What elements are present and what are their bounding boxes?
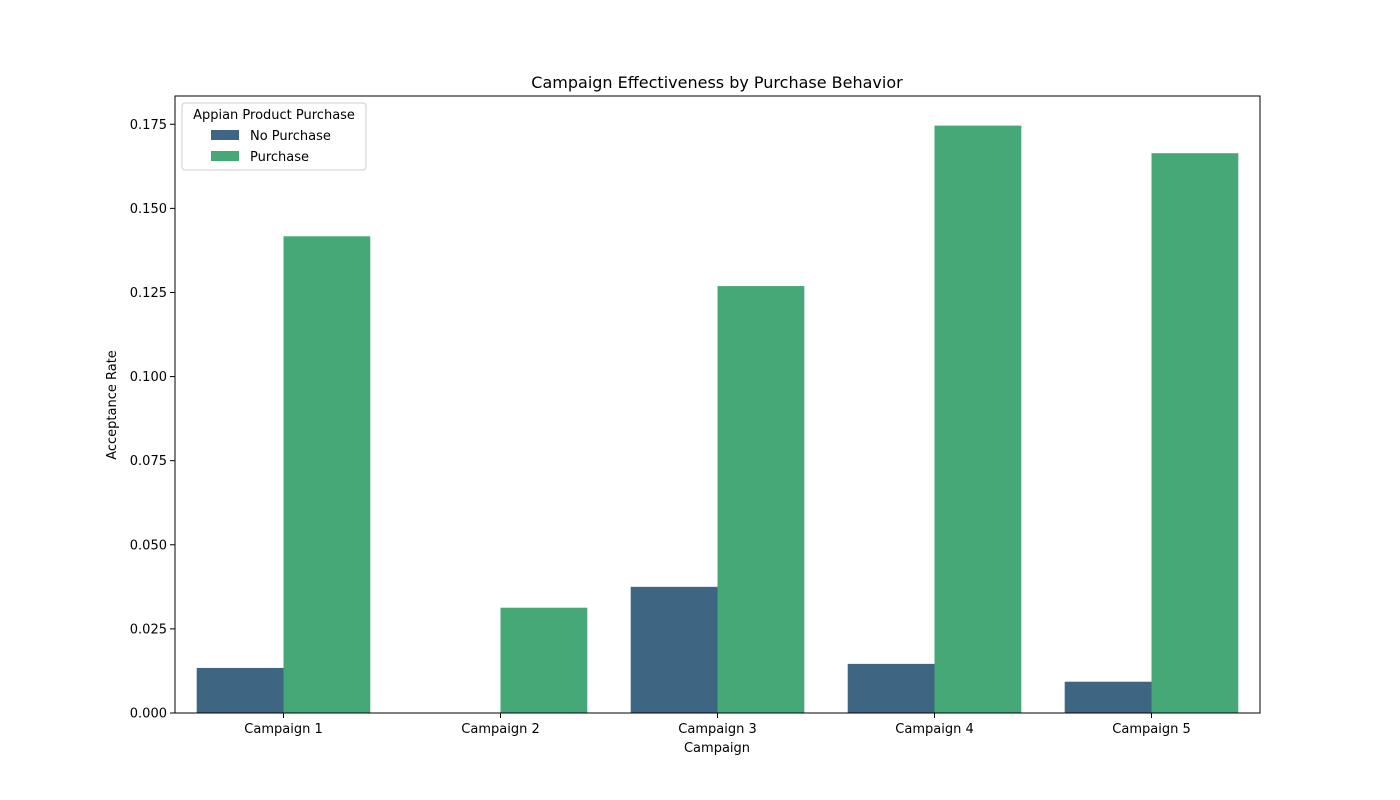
bar-purchase-3 xyxy=(717,286,805,713)
y-tick-label: 0.100 xyxy=(130,370,167,385)
legend-label-no-purchase: No Purchase xyxy=(250,129,331,144)
x-tick-label: Campaign 4 xyxy=(895,722,973,737)
bar-no-purchase-5 xyxy=(1064,681,1152,713)
bar-purchase-4 xyxy=(934,125,1022,714)
y-tick-label: 0.050 xyxy=(130,538,167,553)
bar-no-purchase-1 xyxy=(196,667,284,713)
x-tick-label: Campaign 5 xyxy=(1112,722,1190,737)
x-tick-label: Campaign 3 xyxy=(678,722,756,737)
y-tick-label: 0.025 xyxy=(130,622,167,637)
x-axis: Campaign 1 Campaign 2 Campaign 3 Campaign 4… xyxy=(244,713,1191,737)
legend-title: Appian Product Purchase xyxy=(193,108,355,123)
legend-label-purchase: Purchase xyxy=(250,150,309,165)
bar-no-purchase-3 xyxy=(630,586,718,713)
chart-title: Campaign Effectiveness by Purchase Behav… xyxy=(531,73,903,92)
y-tick-label: 0.175 xyxy=(130,118,167,133)
legend-items: No Purchase Purchase xyxy=(211,129,331,165)
y-axis-label: Acceptance Rate xyxy=(105,350,120,460)
y-tick-label: 0.125 xyxy=(130,286,167,301)
x-tick-label: Campaign 1 xyxy=(244,722,322,737)
y-axis: 0.000 0.025 0.050 0.075 0.100 0.125 0.150 0.175 xyxy=(130,118,175,722)
legend-swatch-no-purchase xyxy=(211,130,239,140)
bar-no-purchase-4 xyxy=(847,663,935,713)
bars-layer xyxy=(196,125,1239,714)
x-axis-label: Campaign xyxy=(684,741,750,756)
x-tick-label: Campaign 2 xyxy=(461,722,539,737)
legend-swatch-purchase xyxy=(211,151,239,161)
legend: Appian Product Purchase No Purchase Purch… xyxy=(181,102,367,171)
y-tick-label: 0.075 xyxy=(130,454,167,469)
y-tick-label: 0.150 xyxy=(130,202,167,217)
bar-purchase-1 xyxy=(283,236,371,714)
y-tick-label: 0.000 xyxy=(130,707,167,722)
bar-purchase-5 xyxy=(1151,153,1239,713)
bar-purchase-2 xyxy=(500,607,588,713)
